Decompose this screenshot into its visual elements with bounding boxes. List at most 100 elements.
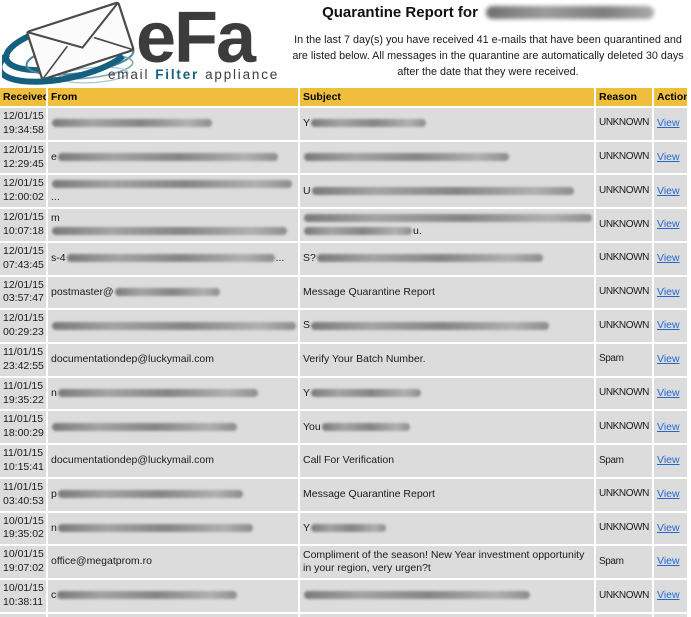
subject-cell: Y xyxy=(300,108,594,140)
table-row: 12/01/15 12:00:02... U UNKNOWN View xyxy=(0,175,687,208)
redacted-text xyxy=(52,227,287,236)
table-row: 10/01/15 19:35:02 n Y UNKNOWN View xyxy=(0,512,687,545)
view-link[interactable]: View xyxy=(657,589,680,602)
redacted-text xyxy=(316,254,543,263)
subject-cell: S? xyxy=(300,242,594,275)
received-cell: 10/01/15 03:35:37 xyxy=(0,613,46,617)
cell-text: S xyxy=(303,319,311,332)
subject-cell xyxy=(300,580,594,612)
cell-text: c xyxy=(51,589,57,602)
action-cell: View xyxy=(654,512,687,545)
view-link[interactable]: View xyxy=(657,488,680,501)
from-cell: s-4... xyxy=(48,242,298,275)
envelope-icon xyxy=(26,1,135,81)
view-link[interactable]: View xyxy=(657,319,680,332)
cell-text: m xyxy=(51,211,60,224)
action-cell: View xyxy=(654,276,687,309)
action-cell: View xyxy=(654,242,687,275)
reason-cell: UNKNOWN xyxy=(596,242,652,275)
from-cell: pk xyxy=(48,613,298,617)
table-row: 12/01/15 07:43:45 s-4... S? UNKNOWN View xyxy=(0,242,687,275)
view-link[interactable]: View xyxy=(657,386,680,399)
redacted-text xyxy=(52,180,292,189)
from-cell: n xyxy=(48,512,298,545)
view-link[interactable]: View xyxy=(657,184,680,197)
action-cell: View xyxy=(654,478,687,511)
reason-cell: UNKNOWN xyxy=(596,377,652,410)
subject-cell: Message Quarantine Report xyxy=(300,478,594,511)
view-link[interactable]: View xyxy=(657,521,680,534)
from-cell: n xyxy=(48,377,298,410)
table-row: 10/01/15 10:38:11 c UNKNOWN View xyxy=(0,580,687,612)
view-link[interactable]: View xyxy=(657,117,680,130)
column-header-subject: Subject xyxy=(300,88,594,106)
efa-logo: eFa email Filter appliance xyxy=(2,0,277,85)
received-cell: 12/01/15 12:00:02 xyxy=(0,175,46,208)
cell-text: p xyxy=(51,488,57,501)
action-cell: View xyxy=(654,175,687,208)
from-cell xyxy=(48,310,298,343)
from-cell xyxy=(48,411,298,444)
view-link[interactable]: View xyxy=(657,353,680,366)
reason-cell: UNKNOWN xyxy=(596,209,652,241)
view-link[interactable]: View xyxy=(657,285,680,298)
table-row: 12/01/15 19:34:58 Y UNKNOWN View xyxy=(0,108,687,140)
table-row: 11/01/15 23:42:55 documentationdep@luckym… xyxy=(0,344,687,376)
reason-cell: UNKNOWN xyxy=(596,175,652,208)
view-link[interactable]: View xyxy=(657,454,680,467)
view-link[interactable]: View xyxy=(657,252,680,265)
view-link[interactable]: View xyxy=(657,555,680,568)
cell-text: office@megatprom.ro xyxy=(51,555,152,568)
action-cell: View xyxy=(654,411,687,444)
intro-text: In the last 7 day(s) you have received 4… xyxy=(292,34,684,79)
view-link[interactable]: View xyxy=(657,218,680,231)
reason-cell: UNKNOWN xyxy=(596,276,652,309)
action-cell: View xyxy=(654,108,687,140)
reason-cell: UNKNOWN xyxy=(596,613,652,617)
received-cell: 12/01/15 19:34:58 xyxy=(0,108,46,140)
redacted-text xyxy=(311,119,427,128)
reason-cell: UNKNOWN xyxy=(596,141,652,174)
table-row: 11/01/15 10:15:41 documentationdep@luckym… xyxy=(0,445,687,477)
from-cell: c xyxy=(48,580,298,612)
subject-cell: u. xyxy=(300,209,594,241)
swirl-front-arc xyxy=(2,51,125,85)
action-cell: View xyxy=(654,310,687,343)
from-cell: office@megatprom.ro xyxy=(48,546,298,579)
view-link[interactable]: View xyxy=(657,150,680,163)
received-cell: 11/01/15 19:35:22 xyxy=(0,377,46,410)
column-header-received: Received xyxy=(0,88,46,106)
subject-cell: Verify Your Batch Number. xyxy=(300,344,594,376)
redacted-text xyxy=(304,591,530,600)
from-cell: ... xyxy=(48,175,298,208)
reason-cell: UNKNOWN xyxy=(596,411,652,444)
redacted-text xyxy=(57,591,238,600)
received-cell: 12/01/15 12:29:45 xyxy=(0,141,46,174)
column-header-action: Action xyxy=(654,88,687,106)
subject-cell: Call For Verification xyxy=(300,445,594,477)
cell-text: n xyxy=(51,521,57,534)
subject-cell: Y xyxy=(300,512,594,545)
reason-cell: Spam xyxy=(596,546,652,579)
subject-cell: Message Quarantine Report xyxy=(300,613,594,617)
cell-text: U xyxy=(303,184,311,197)
cell-text: documentationdep@luckymail.com xyxy=(51,454,214,467)
cell-text: You xyxy=(303,420,321,433)
table-row: 12/01/15 03:57:47 postmaster@ Message Quar… xyxy=(0,276,687,309)
received-cell: 10/01/15 19:07:02 xyxy=(0,546,46,579)
cell-text: ... xyxy=(51,191,60,204)
cell-text: Y xyxy=(303,117,311,130)
reason-cell: UNKNOWN xyxy=(596,310,652,343)
redacted-text xyxy=(52,321,296,330)
redacted-text xyxy=(57,490,243,499)
report-header: eFa email Filter appliance Quarantine Repo… xyxy=(0,0,691,86)
reason-cell: Spam xyxy=(596,445,652,477)
view-link[interactable]: View xyxy=(657,420,680,433)
action-cell: View xyxy=(654,445,687,477)
redacted-text xyxy=(304,213,592,222)
table-row: 12/01/15 10:07:18 m u. UNKNOWN View xyxy=(0,209,687,241)
action-cell: View xyxy=(654,580,687,612)
received-cell: 10/01/15 10:38:11 xyxy=(0,580,46,612)
cell-text: Compliment of the season! New Year inves… xyxy=(303,548,585,575)
cell-text: postmaster@ xyxy=(51,285,114,298)
